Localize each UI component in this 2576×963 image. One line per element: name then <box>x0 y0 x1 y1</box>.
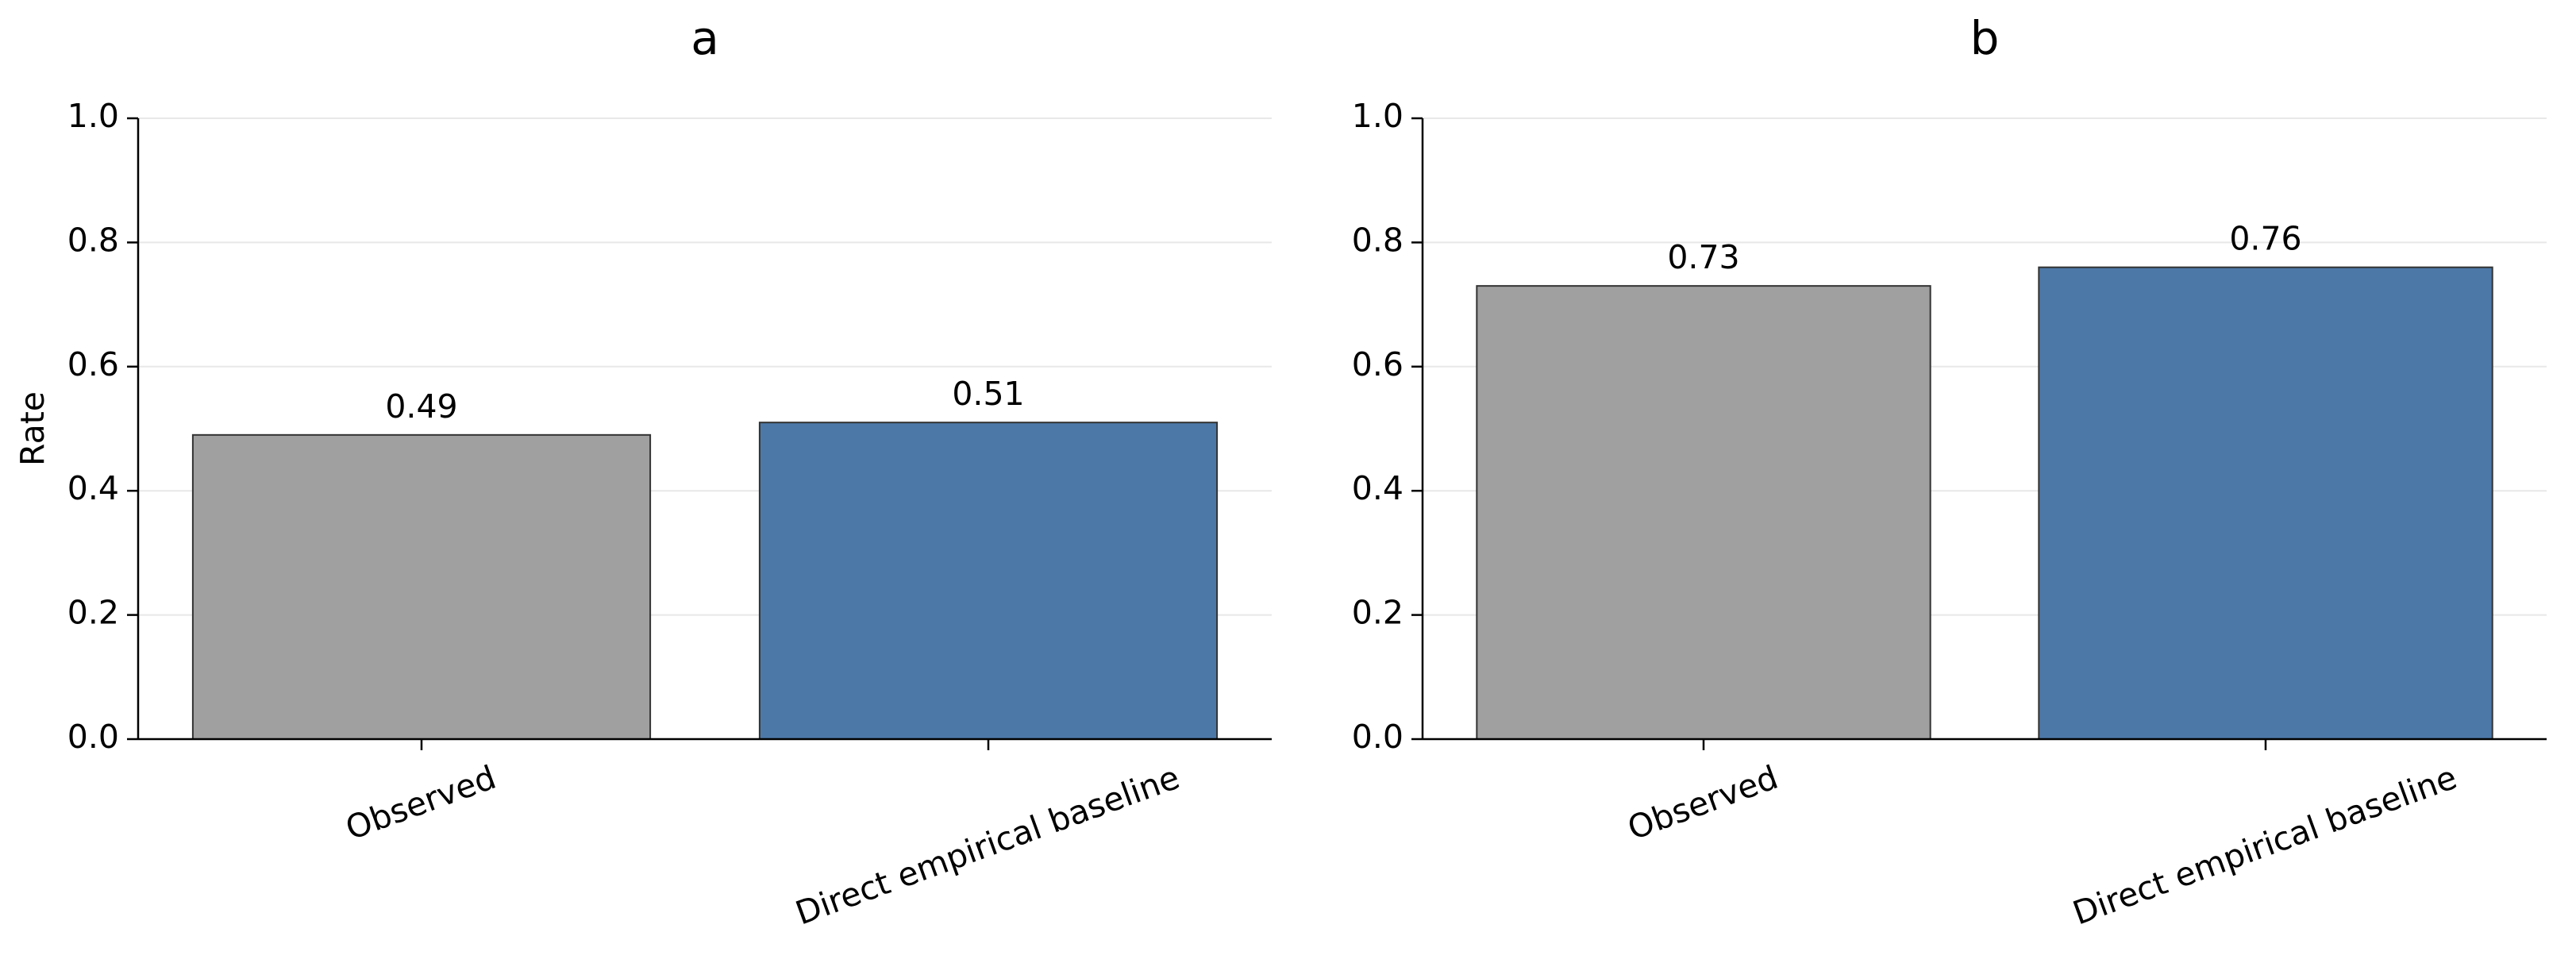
value-label: 0.51 <box>952 375 1024 413</box>
bar <box>758 422 1219 740</box>
y-tick-label: 1.0 <box>1352 97 1404 135</box>
y-axis-label: Rate <box>13 391 52 466</box>
y-tick-label: 0.2 <box>1352 594 1404 632</box>
x-tick-label: Direct empirical baseline <box>2068 758 2462 933</box>
chart-title: b <box>1970 11 2000 65</box>
bar <box>1476 285 1931 740</box>
y-tick-label: 0.0 <box>67 718 119 756</box>
y-tick-label: 0.6 <box>1352 345 1404 383</box>
y-tick-label: 0.8 <box>67 221 119 259</box>
y-tick-label: 0.6 <box>67 345 119 383</box>
chart-title: a <box>691 11 719 65</box>
value-label: 0.49 <box>385 387 457 426</box>
bar <box>2038 266 2493 740</box>
y-tick-label: 0.8 <box>1352 221 1404 259</box>
bar <box>191 433 652 740</box>
value-label: 0.73 <box>1667 238 1739 276</box>
y-tick-label: 0.4 <box>67 469 119 507</box>
y-tick-label: 0.0 <box>1352 718 1404 756</box>
x-tick-label: Direct empirical baseline <box>791 758 1184 933</box>
y-tick-label: 0.2 <box>67 594 119 632</box>
x-tick-label: Observed <box>341 758 501 848</box>
y-tick-label: 1.0 <box>67 97 119 135</box>
y-tick-label: 0.4 <box>1352 469 1404 507</box>
x-tick-label: Observed <box>1623 758 1783 848</box>
value-label: 0.76 <box>2229 220 2301 258</box>
